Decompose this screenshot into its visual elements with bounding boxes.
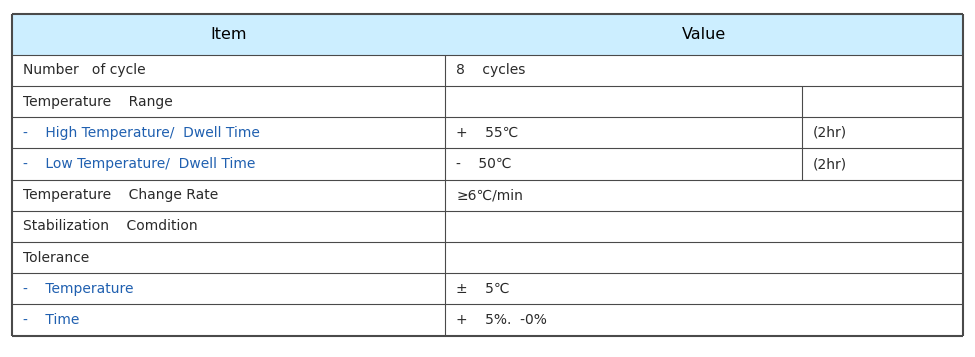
Text: Tolerance: Tolerance: [23, 251, 90, 265]
Text: (2hr): (2hr): [813, 126, 847, 140]
Text: (2hr): (2hr): [813, 157, 847, 171]
Text: Temperature    Range: Temperature Range: [23, 95, 174, 109]
Text: +    55℃: + 55℃: [456, 126, 519, 140]
Text: Stabilization    Comdition: Stabilization Comdition: [23, 220, 198, 233]
Text: +    5%.  -0%: + 5%. -0%: [456, 313, 547, 327]
Text: -    Time: - Time: [23, 313, 80, 327]
Text: -    50℃: - 50℃: [456, 157, 512, 171]
Text: Number   of cycle: Number of cycle: [23, 64, 146, 77]
Text: ±    5℃: ± 5℃: [456, 282, 510, 296]
Text: -    High Temperature/  Dwell Time: - High Temperature/ Dwell Time: [23, 126, 260, 140]
Text: -    Low Temperature/  Dwell Time: - Low Temperature/ Dwell Time: [23, 157, 255, 171]
Text: Temperature    Change Rate: Temperature Change Rate: [23, 188, 218, 202]
Bar: [12, 14, 963, 55]
Text: Value: Value: [682, 27, 726, 42]
Text: 8    cycles: 8 cycles: [456, 64, 526, 77]
Text: Item: Item: [210, 27, 247, 42]
Text: -    Temperature: - Temperature: [23, 282, 134, 296]
Text: ≥6℃/min: ≥6℃/min: [456, 188, 524, 202]
